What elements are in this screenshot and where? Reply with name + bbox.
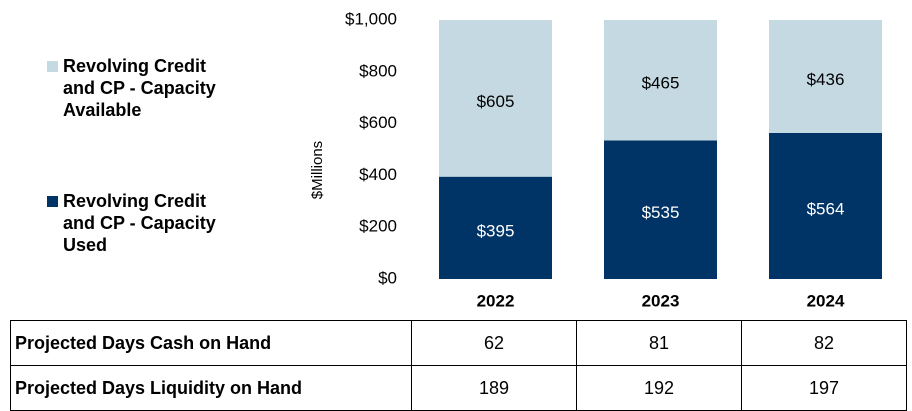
legend-swatch — [47, 61, 58, 72]
table-cell: Projected Days Liquidity on Hand — [10, 365, 412, 411]
bar-segment — [439, 176, 552, 279]
value-label: $564 — [807, 199, 845, 218]
x-tick-label: 2024 — [807, 291, 845, 310]
bar-segment — [604, 20, 717, 141]
value-label: $605 — [477, 92, 515, 111]
table-cell: Projected Days Cash on Hand — [10, 320, 412, 366]
table-row: Projected Days Liquidity on Hand 189 192 19… — [10, 365, 907, 411]
y-tick-label: $1,000 — [345, 9, 397, 28]
y-axis-label: $Millions — [309, 141, 326, 199]
table-cell: 62 — [411, 320, 577, 366]
value-label: $436 — [807, 70, 845, 89]
legend-label: Revolving Credit and CP - Capacity Used — [63, 191, 216, 255]
y-tick-label: $200 — [359, 217, 397, 236]
y-tick-label: $400 — [359, 165, 397, 184]
bar-segment — [769, 20, 882, 133]
table-cell: 82 — [741, 320, 907, 366]
bar-segment — [769, 132, 882, 279]
y-tick-label: $600 — [359, 113, 397, 132]
value-label: $395 — [477, 221, 515, 240]
chart: $Millions $0 $200 $400 $600 $800 $1,000 2022 $3… — [309, 9, 882, 310]
legend-label: Revolving Credit and CP - Capacity Avail… — [63, 56, 216, 120]
value-label: $465 — [642, 74, 680, 93]
x-tick-label: 2022 — [477, 291, 515, 310]
y-tick-label: $0 — [378, 268, 397, 287]
bar-segment — [604, 140, 717, 279]
table-cell: 192 — [576, 365, 742, 411]
value-label: $535 — [642, 203, 680, 222]
legend-item: Revolving Credit and CP - Capacity Used — [47, 190, 247, 256]
legend-item: Revolving Credit and CP - Capacity Avail… — [47, 55, 247, 121]
legend-swatch — [47, 196, 58, 207]
bar-segment — [439, 20, 552, 177]
table-cell: 81 — [576, 320, 742, 366]
table-cell: 197 — [741, 365, 907, 411]
x-tick-label: 2023 — [642, 291, 680, 310]
table: Projected Days Cash on Hand 62 81 82 Project… — [10, 320, 907, 411]
y-tick-label: $800 — [359, 61, 397, 80]
table-cell: 189 — [411, 365, 577, 411]
table-row: Projected Days Cash on Hand 62 81 82 — [10, 320, 907, 366]
